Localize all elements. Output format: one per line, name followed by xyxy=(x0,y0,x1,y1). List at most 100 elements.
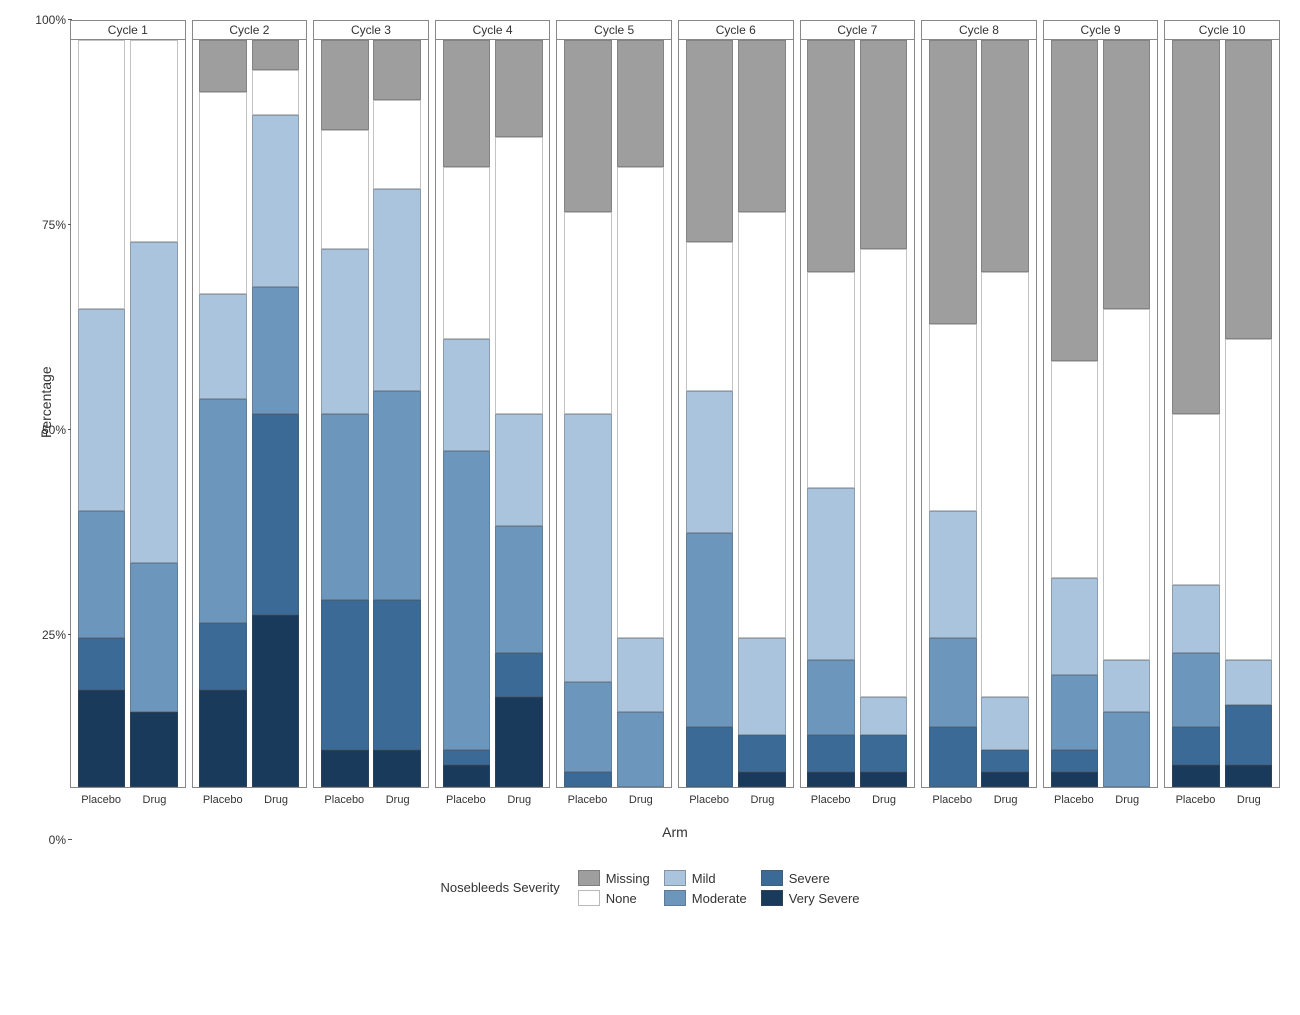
facet-panel: Cycle 10 xyxy=(1164,20,1280,788)
bar xyxy=(807,40,855,787)
bar-segment xyxy=(321,249,369,413)
legend-label: Mild xyxy=(692,871,716,886)
bar-segment xyxy=(321,414,369,601)
bar-segment xyxy=(564,40,612,212)
x-tick-label: Drug xyxy=(981,794,1029,806)
legend-item: Missing xyxy=(578,870,650,886)
bar xyxy=(78,40,126,787)
bar-segment xyxy=(1172,765,1220,787)
x-tick-label: Placebo xyxy=(1050,794,1098,806)
bar-segment xyxy=(807,488,855,660)
plot-area xyxy=(679,40,793,787)
bar-segment xyxy=(564,212,612,414)
plot-area xyxy=(314,40,428,787)
bar-segment xyxy=(807,772,855,787)
plot-area xyxy=(801,40,915,787)
x-tick-label: Drug xyxy=(252,794,300,806)
bar-segment xyxy=(199,690,247,787)
facet-header: Cycle 7 xyxy=(801,21,915,40)
bar-segment xyxy=(981,750,1029,772)
bar-segment xyxy=(564,682,612,772)
bar-segment xyxy=(373,391,421,600)
bar xyxy=(738,40,786,787)
bar xyxy=(860,40,908,787)
bar xyxy=(1051,40,1099,787)
legend-item: Mild xyxy=(664,870,747,886)
bar-segment xyxy=(78,511,126,638)
facet-header: Cycle 10 xyxy=(1165,21,1279,40)
bar-segment xyxy=(78,638,126,690)
legend-columns: MissingNoneMildModerateSevereVery Severe xyxy=(578,870,860,906)
legend-label: Missing xyxy=(606,871,650,886)
bar-segment xyxy=(1172,653,1220,728)
bar-segment xyxy=(78,40,126,309)
bar-segment xyxy=(738,212,786,638)
x-tick-label: Placebo xyxy=(442,794,490,806)
bar-segment xyxy=(252,40,300,70)
x-tick-label: Placebo xyxy=(563,794,611,806)
facet-panel: Cycle 5 xyxy=(556,20,672,788)
bar-segment xyxy=(617,40,665,167)
plot-area xyxy=(922,40,1036,787)
bar-segment xyxy=(1103,309,1151,660)
facet-panel: Cycle 6 xyxy=(678,20,794,788)
x-tick-label: Drug xyxy=(860,794,908,806)
bar-segment xyxy=(373,40,421,100)
bar-segment xyxy=(1172,727,1220,764)
bar-segment xyxy=(443,339,491,451)
plot-area xyxy=(1044,40,1158,787)
bar-segment xyxy=(860,772,908,787)
bar-segment xyxy=(738,40,786,212)
bar-segment xyxy=(443,451,491,750)
bar-segment xyxy=(443,765,491,787)
x-tick-label: Placebo xyxy=(806,794,854,806)
panels-wrapper: Cycle 1Cycle 2Cycle 3Cycle 4Cycle 5Cycle… xyxy=(70,20,1280,840)
bar-segment xyxy=(252,115,300,287)
y-tick-label: 50% xyxy=(42,423,66,437)
plot-area xyxy=(71,40,185,787)
bar-segment xyxy=(252,414,300,616)
bar-segment xyxy=(78,309,126,511)
legend-swatch xyxy=(578,890,600,906)
bar-segment xyxy=(1051,578,1099,675)
facet-panel: Cycle 4 xyxy=(435,20,551,788)
bar-segment xyxy=(321,600,369,749)
facet-header: Cycle 6 xyxy=(679,21,793,40)
bar-segment xyxy=(130,242,178,563)
plot-area xyxy=(557,40,671,787)
bar-segment xyxy=(199,623,247,690)
bar-segment xyxy=(564,414,612,683)
bar xyxy=(981,40,1029,787)
legend-title: Nosebleeds Severity xyxy=(440,870,559,895)
x-tick-label: Drug xyxy=(130,794,178,806)
x-tick-label: Drug xyxy=(617,794,665,806)
bar xyxy=(1225,40,1273,787)
bar-segment xyxy=(686,242,734,391)
legend-label: Moderate xyxy=(692,891,747,906)
bar-segment xyxy=(807,40,855,272)
bar-segment xyxy=(495,414,543,526)
bar-segment xyxy=(860,697,908,734)
bar-segment xyxy=(929,40,977,324)
bar xyxy=(373,40,421,787)
bar-segment xyxy=(1051,361,1099,578)
bar-segment xyxy=(1225,339,1273,660)
bar-segment xyxy=(252,70,300,115)
bar-segment xyxy=(860,40,908,249)
legend-swatch xyxy=(761,890,783,906)
bar-segment xyxy=(373,100,421,190)
legend-label: Very Severe xyxy=(789,891,860,906)
legend-label: None xyxy=(606,891,637,906)
x-tick-label: Placebo xyxy=(199,794,247,806)
x-tick-label: Drug xyxy=(373,794,421,806)
bar-segment xyxy=(1103,40,1151,309)
facet-header: Cycle 2 xyxy=(193,21,307,40)
bar-segment xyxy=(321,750,369,787)
bar-segment xyxy=(443,40,491,167)
bar-segment xyxy=(617,167,665,638)
x-tick-label: Placebo xyxy=(77,794,125,806)
x-tick-label: Drug xyxy=(495,794,543,806)
bar-segment xyxy=(617,712,665,787)
bar-segment xyxy=(1172,414,1220,586)
facet-panel: Cycle 8 xyxy=(921,20,1037,788)
